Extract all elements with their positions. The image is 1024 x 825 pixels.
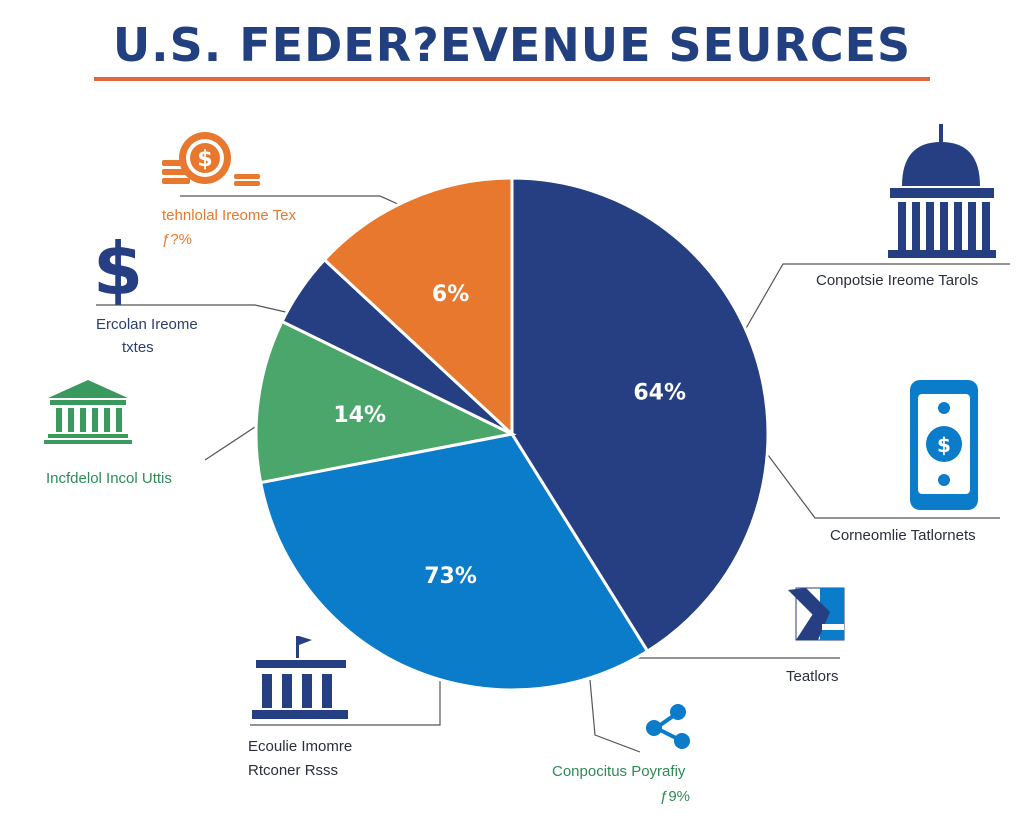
- pie-slice-label-2: 14%: [333, 403, 386, 428]
- leader-line-navy-small: [96, 304, 291, 314]
- orange-slice-label: tehnlolal Ireome Tex: [162, 207, 296, 224]
- pie-slice-2: [254, 319, 517, 485]
- navy-small-slice-label-line1: Ercolan Ireome: [96, 316, 198, 333]
- pie-slice-label-0: 64%: [633, 381, 686, 406]
- pie-slices: [254, 176, 770, 692]
- share-icon: [646, 704, 690, 749]
- excise-label-line2: Rtconer Rsss: [248, 762, 339, 779]
- page-title: U.S. FEDER?EVENUE SEURCES: [112, 18, 912, 72]
- pie-slice-1: [258, 432, 650, 692]
- pie-slice-4: [322, 176, 514, 438]
- navy-small-slice-label-line2: txtes: [122, 339, 154, 356]
- excise-label-line1: Ecoulie Imomre: [248, 738, 353, 755]
- pie-slice-label-4: 6%: [432, 282, 469, 307]
- title-underline: [94, 77, 930, 81]
- svg-text:$: $: [937, 433, 951, 457]
- corporate-nets-label: Corneomlie Tatlornets: [830, 527, 976, 544]
- leader-lines: [96, 195, 1010, 753]
- chart-box-icon: [788, 587, 845, 641]
- capitol-dome-icon: [888, 124, 996, 258]
- coin-stack-icon: $: [162, 132, 260, 186]
- treasury-building-icon: [252, 636, 348, 719]
- mobile-payment-icon: $: [910, 380, 978, 510]
- orange-slice-percent: ƒ?%: [162, 231, 193, 248]
- leader-line-payroll: [589, 679, 641, 753]
- green-slice-label: Incfdelol Incol Uttis: [46, 470, 172, 487]
- tarlors-label: Teatlors: [786, 668, 839, 685]
- pie-slice-label-1: 73%: [424, 564, 477, 589]
- bank-building-icon: [44, 380, 132, 444]
- svg-text:$: $: [197, 147, 212, 172]
- leader-line-excise: [250, 680, 441, 726]
- payroll-percent: ƒ9%: [660, 788, 691, 805]
- leader-line-corp-nets: [767, 454, 1000, 519]
- corporate-tax-label: Conpotsie Ireome Tarols: [816, 272, 979, 289]
- pie-slice-0: [510, 176, 770, 654]
- leader-line-green: [204, 424, 259, 461]
- dollar-sign-icon: $: [93, 227, 143, 311]
- leader-line-orange: [180, 195, 401, 206]
- leader-line-corp-tax: [744, 263, 1010, 331]
- svg-text:$: $: [93, 227, 143, 311]
- pie-slice-labels: 64% 73% 14% 6%: [333, 282, 686, 589]
- payroll-label: Conpocitus Poyrafiy: [552, 763, 686, 780]
